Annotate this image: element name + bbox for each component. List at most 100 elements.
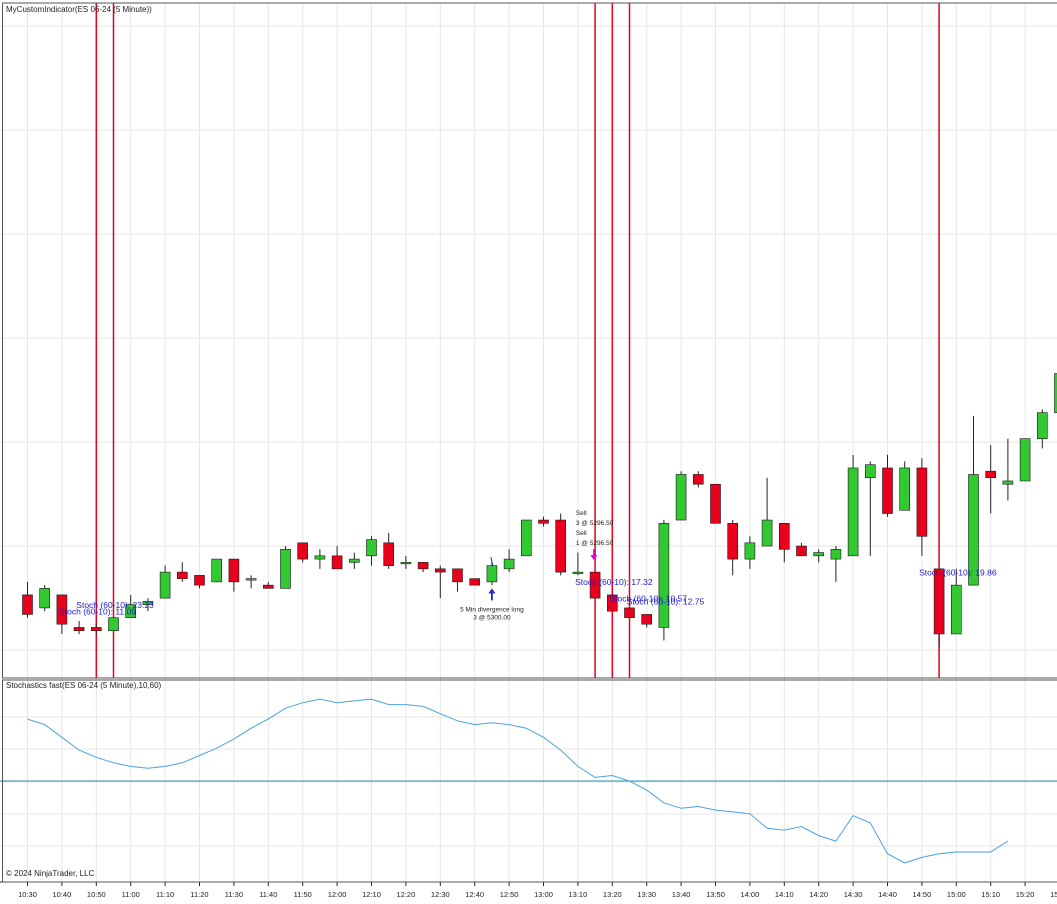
candle xyxy=(194,575,205,589)
axis-tick-label: 14:30 xyxy=(844,890,863,899)
axis-tick-label: 14:40 xyxy=(878,890,897,899)
candle xyxy=(142,598,154,612)
candle xyxy=(675,471,687,521)
candle-body xyxy=(1054,373,1057,413)
candle xyxy=(916,458,928,556)
price-panel-title: MyCustomIndicator(ES 06-24 (5 Minute)) xyxy=(6,5,152,14)
axis-tick-label: 14:00 xyxy=(741,890,760,899)
candle xyxy=(761,477,773,547)
candle-body xyxy=(778,522,790,550)
candle-body xyxy=(572,571,584,574)
candle xyxy=(159,565,171,599)
candle xyxy=(400,555,412,569)
candle-body xyxy=(194,575,205,586)
axis-tick-label: 15:30 xyxy=(1050,890,1057,899)
candle-body xyxy=(452,568,463,583)
candle xyxy=(555,513,567,576)
execution-text: 1 @ 5296.50 xyxy=(576,540,614,547)
stoch-value-label: Stoch (60-10): 10.57 xyxy=(610,593,688,603)
axis-tick-label: 12:20 xyxy=(397,890,416,899)
candle-body xyxy=(744,542,756,560)
axis-tick-label: 12:00 xyxy=(328,890,347,899)
copyright-label: © 2024 NinjaTrader, LLC xyxy=(6,869,95,878)
candle xyxy=(710,483,721,524)
candle-body xyxy=(142,601,154,605)
candle xyxy=(641,614,653,628)
candle-body xyxy=(73,627,85,632)
candle xyxy=(383,533,395,569)
time-axis: 10:30 10:40 10:50 11:00 11:10 11:20 11:30 11:40… xyxy=(0,881,1057,899)
candle xyxy=(245,575,257,589)
candle-body xyxy=(280,549,291,589)
candle xyxy=(39,585,51,612)
candle-body xyxy=(228,558,240,583)
candle xyxy=(452,568,463,592)
execution-text: 3 @ 5300.00 xyxy=(473,614,511,621)
axis-tick-label: 13:50 xyxy=(706,890,725,899)
grid-lines xyxy=(0,3,1057,882)
candle xyxy=(1037,409,1048,449)
down-arrow-icon xyxy=(590,549,598,561)
candle xyxy=(985,445,997,514)
candle-body xyxy=(91,627,102,632)
candle xyxy=(778,522,790,563)
execution-text: Sell xyxy=(576,510,587,517)
axis-tick-label: 15:00 xyxy=(947,890,966,899)
candle-body xyxy=(211,558,222,583)
candle xyxy=(882,454,893,517)
stoch-value-label: Stoch (60-10): 11.09 xyxy=(59,606,136,616)
candle xyxy=(796,542,807,557)
stoch-value-label: Stoch (60-10): 17.32 xyxy=(575,577,653,587)
candle xyxy=(727,520,739,576)
candle-body xyxy=(658,522,670,628)
axis-tick-label: 14:20 xyxy=(809,890,828,899)
candle-body xyxy=(125,604,136,618)
stoch-value-label: Stoch (60-10): 12.75 xyxy=(627,597,705,607)
candle xyxy=(56,594,68,634)
candle-body xyxy=(813,552,825,557)
candle xyxy=(177,562,188,582)
candle xyxy=(813,549,825,563)
axis-tick-label: 11:00 xyxy=(122,890,140,899)
candle-body xyxy=(796,545,807,557)
axis-tick-label: 10:30 xyxy=(18,890,37,899)
candle xyxy=(108,617,119,632)
candle xyxy=(933,568,945,647)
candle-body xyxy=(864,464,876,479)
candle-body xyxy=(933,568,945,635)
axis-tick-label: 13:10 xyxy=(569,890,588,899)
stochastics-line xyxy=(27,698,1009,864)
candle-body xyxy=(727,522,739,560)
execution-text: Sell xyxy=(576,530,587,537)
candlestick-series xyxy=(22,373,1057,647)
candle-body xyxy=(1037,412,1048,439)
buy-marker-icon xyxy=(490,557,494,567)
candle-body xyxy=(314,555,326,560)
candle-body xyxy=(39,588,51,609)
axis-tick-label: 15:20 xyxy=(1016,890,1035,899)
axis-tick-label: 11:20 xyxy=(190,890,208,899)
candle-body xyxy=(899,467,911,511)
axis-tick-label: 11:30 xyxy=(225,890,243,899)
candle xyxy=(73,620,85,634)
candle-body xyxy=(366,539,377,557)
candle-body xyxy=(245,578,257,581)
candle-body xyxy=(692,474,704,485)
candle-body xyxy=(968,474,979,586)
axis-tick-label: 11:40 xyxy=(259,890,277,899)
candle xyxy=(1019,438,1031,482)
candle xyxy=(606,594,618,612)
candle-body xyxy=(22,594,33,615)
candle-body xyxy=(830,549,842,560)
candle-body xyxy=(847,467,859,557)
candle xyxy=(469,578,481,586)
candle-body xyxy=(1019,438,1031,482)
candle xyxy=(520,519,532,557)
candle xyxy=(366,536,377,566)
axis-tick-label: 13:30 xyxy=(637,890,656,899)
stochastics-panel-border xyxy=(2,679,1057,883)
candle-body xyxy=(383,542,395,566)
candle-body xyxy=(469,578,481,586)
